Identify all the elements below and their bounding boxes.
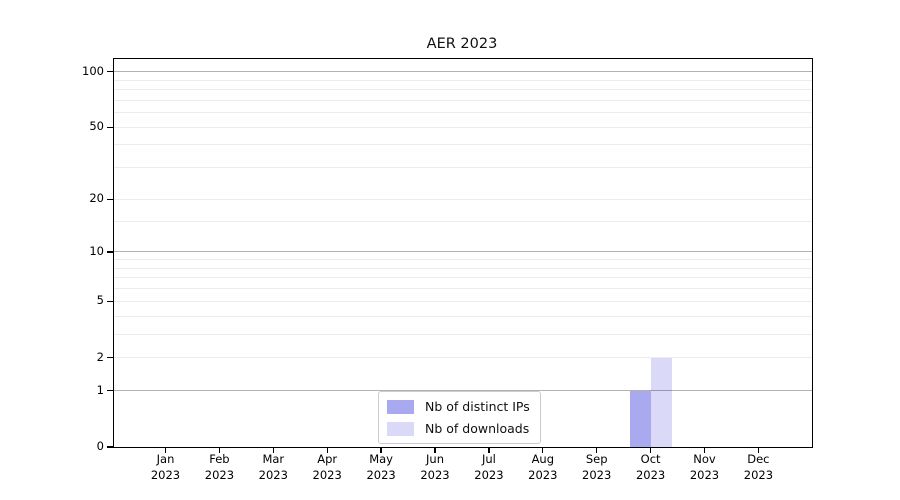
y-tick-label: 1: [96, 382, 104, 397]
y-tick-label: 2: [96, 349, 104, 364]
y-tick-mark: [107, 251, 113, 253]
y-tick-mark: [107, 356, 113, 359]
legend-label-distinct-ips: Nb of distinct IPs: [425, 399, 530, 414]
y-tick-mark: [107, 446, 113, 448]
chart-title: AER 2023: [426, 36, 498, 52]
minor-gridline: [114, 357, 812, 359]
x-tick-label: May 2023: [366, 452, 396, 482]
x-tick-mark: [703, 447, 706, 453]
x-tick-label: Apr 2023: [312, 452, 342, 482]
minor-gridline: [114, 126, 812, 128]
y-tick-label: 20: [89, 191, 104, 206]
x-tick-mark: [218, 447, 221, 453]
x-tick-mark: [434, 447, 436, 453]
x-tick-label: Jul 2023: [474, 452, 504, 482]
x-tick-mark: [757, 447, 760, 453]
minor-gridline: [114, 167, 812, 169]
minor-gridline: [114, 79, 812, 81]
minor-gridline: [114, 288, 812, 290]
legend-item-downloads: Nb of downloads: [387, 421, 530, 436]
legend-swatch-distinct-ips: [387, 399, 414, 414]
plot-area: 0 1 2 5 10 20 50 100 Jan 2023 Feb 2023 Mar 2023 Apr 202…: [82, 58, 813, 482]
x-tick-label: Jan 2023: [150, 452, 181, 482]
legend: Nb of distinct IPs Nb of downloads: [378, 391, 541, 444]
minor-gridline: [114, 259, 812, 261]
y-tick-label: 5: [96, 293, 104, 308]
y-tick-label: 50: [89, 119, 104, 134]
minor-gridline: [114, 221, 812, 222]
minor-gridline: [114, 89, 812, 91]
minor-gridline: [114, 315, 812, 317]
x-tick-mark: [326, 447, 328, 453]
x-tick-mark: [380, 447, 382, 453]
minor-gridline: [114, 267, 812, 269]
x-tick-mark: [164, 447, 167, 453]
minor-gridline: [114, 198, 812, 200]
y-tick-mark: [107, 389, 113, 392]
x-tick-label: Dec 2023: [743, 452, 774, 482]
x-tick-label: Feb 2023: [204, 452, 235, 482]
y-tick-mark: [107, 70, 113, 73]
minor-gridline: [114, 277, 812, 279]
y-tick-label: 10: [89, 243, 104, 258]
x-tick-label: Sep 2023: [582, 452, 612, 482]
minor-gridline: [114, 112, 812, 114]
y-tick-mark: [107, 300, 113, 302]
legend-item-distinct-ips: Nb of distinct IPs: [387, 399, 530, 414]
x-tick-label: Jun 2023: [420, 452, 450, 482]
major-gridline: [114, 71, 812, 73]
x-tick-mark: [272, 447, 274, 453]
x-tick-mark: [488, 447, 490, 453]
minor-gridline: [114, 333, 812, 335]
x-tick-label: Oct 2023: [635, 452, 666, 482]
x-tick-mark: [596, 447, 598, 453]
major-gridline: [114, 251, 812, 253]
legend-swatch-downloads: [387, 421, 414, 436]
y-tick-label: 0: [96, 439, 104, 453]
x-tick-label: Aug 2023: [528, 452, 558, 482]
y-tick-mark: [107, 126, 113, 128]
legend-label-downloads: Nb of downloads: [425, 421, 530, 436]
x-tick-mark: [542, 447, 544, 453]
bar-distinct-ips-oct: [629, 390, 651, 447]
x-tick-label: Nov 2023: [689, 452, 720, 482]
minor-gridline: [114, 144, 812, 146]
x-tick-label: Mar 2023: [258, 452, 288, 482]
minor-gridline: [114, 300, 812, 302]
y-tick-mark: [107, 198, 113, 201]
y-tick-label: 100: [82, 63, 104, 78]
minor-gridline: [114, 99, 812, 101]
bar-downloads-oct: [650, 357, 672, 447]
x-tick-mark: [649, 447, 652, 453]
